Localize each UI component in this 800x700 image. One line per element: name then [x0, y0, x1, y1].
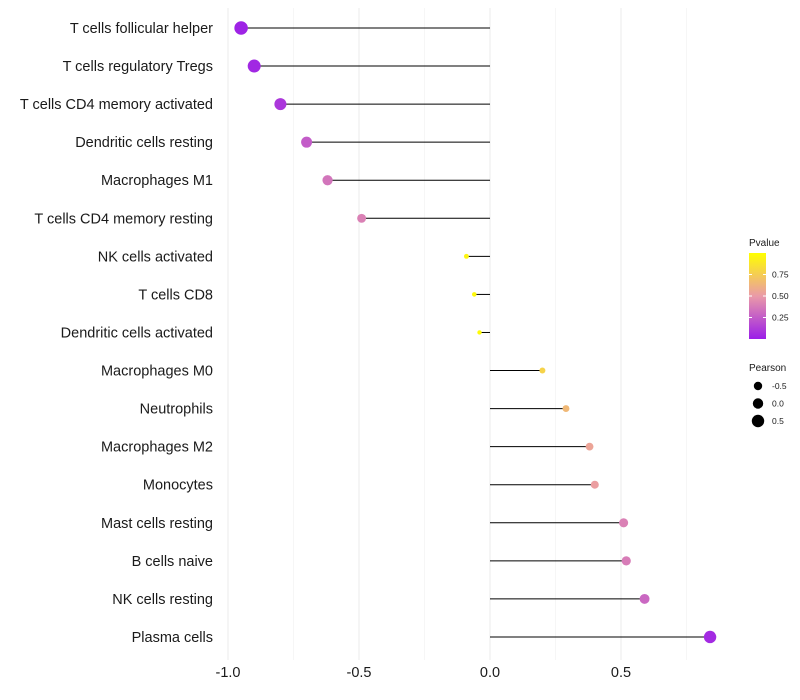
category-label: T cells CD8: [138, 287, 213, 303]
pearson-legend-title: Pearson: [749, 363, 786, 374]
pvalue-legend-title: Pvalue: [749, 238, 780, 249]
category-label: T cells regulatory Tregs: [63, 59, 213, 75]
grid-lines: [227, 8, 687, 660]
x-tick-label: 0.0: [480, 665, 500, 681]
lollipop-point: [703, 630, 717, 644]
lollipop-point: [301, 136, 313, 148]
lollipop-point: [621, 556, 631, 566]
lollipop-point: [585, 442, 594, 451]
category-label: T cells CD4 memory resting: [34, 211, 213, 227]
category-label: Plasma cells: [132, 630, 213, 646]
pvalue-colorbar: [749, 253, 766, 339]
category-label: Macrophages M0: [101, 364, 213, 380]
pearson-key-dot: [753, 381, 763, 391]
category-label: Monocytes: [143, 478, 213, 494]
pearson-key-label: 0.5: [772, 416, 784, 426]
category-label: B cells naive: [132, 554, 213, 570]
lollipop-point: [590, 480, 599, 489]
pvalue-tick-label: 0.25: [772, 313, 789, 323]
category-label: Dendritic cells resting: [75, 135, 213, 151]
lollipop-point: [539, 367, 546, 374]
pearson-legend-keys: -0.5 0.0 0.5: [751, 381, 787, 428]
pvalue-legend-ticks: 0.75 0.50 0.25: [749, 270, 789, 323]
lollipop-point: [357, 213, 367, 223]
category-label: NK cells resting: [112, 592, 213, 608]
category-label: T cells CD4 memory activated: [20, 97, 213, 113]
x-tick-label: -0.5: [347, 665, 372, 681]
pearson-key-dot: [752, 398, 764, 409]
pvalue-legend: Pvalue 0.75 0.50 0.25: [749, 238, 789, 339]
lollipop-points: [234, 21, 717, 644]
category-label: T cells follicular helper: [70, 21, 213, 37]
lollipop-point: [562, 405, 570, 413]
category-labels: T cells follicular helper T cells regulat…: [20, 21, 213, 646]
lollipop-point: [234, 21, 248, 35]
pearson-key-label: 0.0: [772, 399, 784, 409]
lollipop-point: [274, 98, 287, 111]
lollipop-point: [471, 292, 477, 297]
x-tick-label: 0.5: [611, 665, 631, 681]
pearson-key-dot: [751, 414, 765, 428]
lollipop-point: [477, 330, 482, 335]
category-label: Macrophages M1: [101, 173, 213, 189]
lollipop-point: [247, 59, 261, 73]
lollipop-point: [463, 253, 469, 259]
category-label: Dendritic cells activated: [61, 325, 213, 341]
category-label: Neutrophils: [140, 402, 213, 418]
x-axis-ticks: -1.0 -0.5 0.0 0.5: [216, 665, 632, 681]
category-label: Macrophages M2: [101, 440, 213, 456]
category-label: NK cells activated: [98, 249, 213, 265]
lollipop-point: [639, 593, 650, 604]
category-label: Mast cells resting: [101, 516, 213, 532]
lollipop-stems: [241, 27, 711, 638]
pvalue-tick-label: 0.75: [772, 270, 789, 280]
lollipop-point: [619, 518, 629, 528]
pearson-key-label: -0.5: [772, 381, 787, 391]
pearson-legend: Pearson -0.5 0.0 0.5: [749, 363, 787, 428]
x-tick-label: -1.0: [216, 665, 241, 681]
lollipop-point: [322, 175, 333, 186]
pvalue-tick-label: 0.50: [772, 291, 789, 301]
